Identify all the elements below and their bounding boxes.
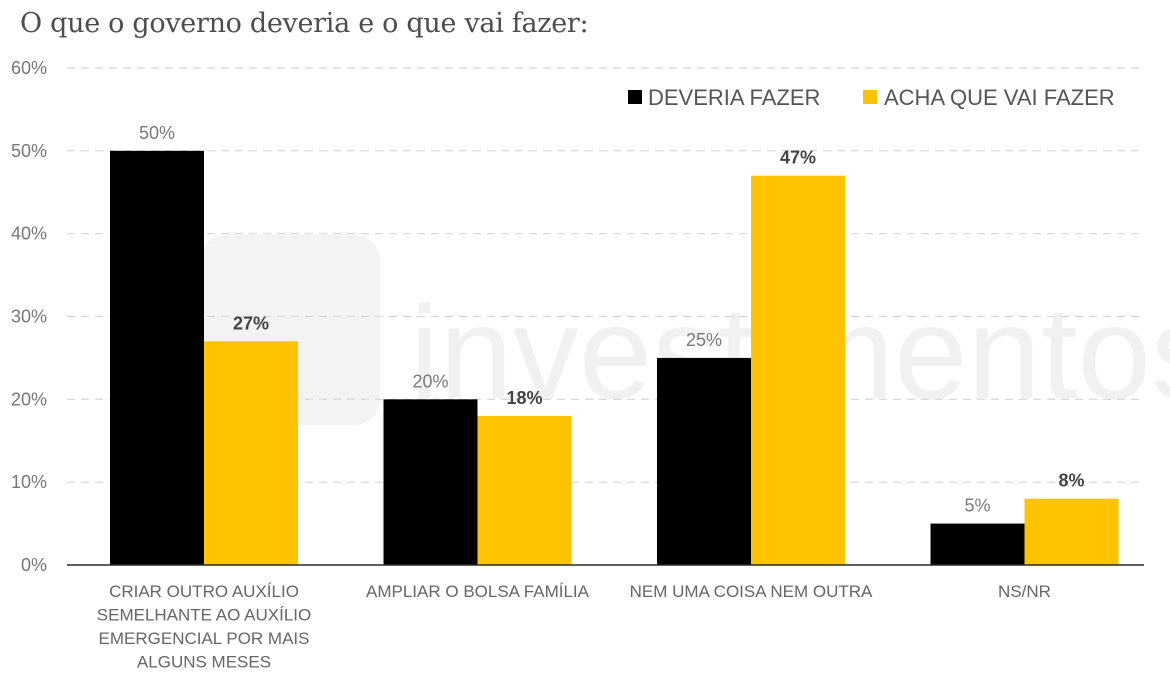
data-label: 25%	[686, 330, 722, 350]
chart-title: O que o governo deveria e o que vai faze…	[20, 8, 589, 39]
gridlines	[67, 67, 1144, 483]
category-label: AMPLIAR O BOLSA FAMÍLIA	[366, 582, 590, 601]
data-label: 8%	[1058, 471, 1084, 491]
data-labels: 50% 20% 25% 5% 27% 18% 47% 8%	[139, 123, 1085, 516]
category-label: NS/NR	[998, 582, 1051, 601]
y-tick-label: 20%	[11, 389, 47, 409]
data-label: 50%	[139, 123, 175, 143]
bar-deveria-fazer	[657, 357, 751, 565]
legend-label: ACHA QUE VAI FAZER	[884, 85, 1115, 110]
bar-deveria-fazer	[930, 523, 1025, 565]
data-label: 5%	[964, 496, 990, 516]
bar-acha-que-vai-fazer	[477, 415, 572, 565]
y-tick-label: 30%	[11, 307, 47, 327]
bars	[110, 150, 1119, 566]
legend-acha-que-vai-fazer: ACHA QUE VAI FAZER	[863, 85, 1115, 110]
legend-label: DEVERIA FAZER	[648, 85, 820, 110]
category-label: CRIAR OUTRO AUXÍLIO SEMELHANTE AO AUXÍLIO…	[97, 582, 311, 672]
bar-acha-que-vai-fazer	[1024, 498, 1119, 565]
data-label: 47%	[780, 148, 816, 168]
y-tick-label: 50%	[11, 141, 47, 161]
bar-deveria-fazer	[110, 150, 204, 566]
legend: DEVERIA FAZER ACHA QUE VAI FAZER	[628, 85, 1115, 110]
y-tick-label: 0%	[21, 555, 47, 575]
data-label: 18%	[506, 388, 542, 408]
bar-acha-que-vai-fazer	[751, 175, 845, 565]
legend-deveria-fazer: DEVERIA FAZER	[628, 85, 820, 110]
data-label: 20%	[412, 371, 448, 391]
category-labels: CRIAR OUTRO AUXÍLIO SEMELHANTE AO AUXÍLIO…	[97, 582, 1051, 672]
y-tick-label: 10%	[11, 472, 47, 492]
legend-swatch	[863, 90, 877, 104]
legend-swatch	[628, 90, 642, 104]
y-tick-label: 60%	[11, 58, 47, 78]
category-label: NEM UMA COISA NEM OUTRA	[630, 582, 873, 601]
y-tick-label: 40%	[11, 224, 47, 244]
y-axis-ticks: 0% 10% 20% 30% 40% 50% 60%	[11, 58, 47, 575]
data-label: 27%	[233, 313, 269, 333]
bar-deveria-fazer	[383, 399, 478, 565]
bar-acha-que-vai-fazer	[204, 341, 298, 565]
